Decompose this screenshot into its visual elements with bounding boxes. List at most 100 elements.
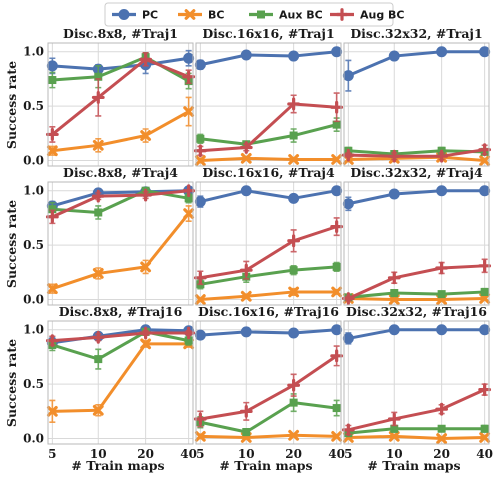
data-point-aug-bc [45,210,59,224]
data-point-aux-bc [437,424,446,433]
series-pc [194,324,343,341]
x-tick-label: 20 [433,447,450,461]
data-point-pc [240,326,252,338]
series-line-aux-bc [51,330,189,361]
data-point-pc [342,332,354,344]
data-point-aux-bc [184,194,193,203]
subplot-5: Disc.16x16, #Traj4 [193,165,344,306]
data-point-pc [194,196,206,208]
subplot-1: Disc.8x8, #Traj1 0.0 0.5 1.0 [23,26,196,168]
legend-label-pc: PC [142,9,158,22]
data-point-pc [479,185,491,197]
subplot-7: Disc.8x8, #Traj16 0.0 0.5 1.0 5 10 20 40 [23,304,197,461]
data-point-pc [479,324,491,336]
series-line-aug-bc [51,57,190,136]
data-point-aug-bc [139,326,153,340]
subplot-4: Disc.8x8, #Traj4 0.0 0.5 1.0 [23,165,196,307]
series-pc [194,185,343,208]
data-point-bc [388,430,400,442]
series-bc [194,286,343,305]
data-point-aug-bc [330,349,344,363]
data-point-pc [331,46,343,58]
series-line-aux-bc [200,401,337,434]
data-point-aug-bc [387,412,401,426]
data-point-aux-bc [184,336,193,345]
plot-frame [47,42,194,167]
subplot-6: Disc.32x32, #Traj4 [341,165,492,306]
x-tick-label: 40 [476,447,493,461]
data-point-bc [240,290,252,302]
series-line-aug-bc [348,388,486,432]
data-point-bc [240,152,252,164]
data-point-pc [183,52,195,64]
y-tick-label: 0.0 [23,432,44,446]
data-point-aug-bc [193,144,207,158]
data-point-aug-bc [287,234,301,248]
x-axis-label-col-3: # Train maps [367,458,460,473]
data-point-pc [342,198,354,210]
data-point-aux-bc [94,208,103,217]
data-point-aug-bc [330,220,344,234]
data-point-aux-bc [289,131,298,140]
series-pc [46,185,195,212]
data-point-aug-bc [287,378,301,392]
data-point-bc [331,154,343,165]
data-point-aug-bc [193,271,207,285]
x-tick-label: 10 [238,447,255,461]
series-line-bc [348,155,485,163]
data-point-pc [436,324,448,336]
data-point-aug-bc [387,271,401,285]
data-point-aug-bc [435,149,449,163]
series-line-pc [51,189,189,208]
subplot-9: Disc.32x32, #Traj16 5 10 20 40 [341,304,493,461]
data-point-aux-bc [196,134,205,143]
y-axis-label-row-3: Success rate [4,339,19,427]
data-point-aug-bc [239,263,253,277]
data-point-aug-bc [45,128,59,141]
y-tick-label: 0.5 [23,238,44,252]
series-line-bc [52,110,190,153]
data-point-aux-bc [48,205,57,214]
series-line-bc [52,342,189,413]
legend-label-aug-bc: Aug BC [360,9,405,22]
plot-frame [343,320,490,445]
series-pc [342,185,491,212]
data-point-pc [288,50,300,62]
data-point-aug-bc [91,330,105,344]
subplot-title: Disc.8x8, #Traj4 [63,165,178,180]
series-line-aux-bc [348,290,485,299]
data-point-aug-bc [478,143,492,157]
series-bc [46,338,195,424]
data-point-aug-bc [182,326,196,340]
data-point-pc [194,59,206,71]
data-point-aug-bc [341,423,355,437]
series-aug-bc [193,92,344,158]
plot-frame [343,42,490,167]
data-point-aug-bc [139,188,153,202]
series-line-aug-bc [200,102,337,153]
series-pc [342,324,491,345]
series-aug-bc [341,383,492,437]
series-line-pc [200,328,337,337]
data-point-bc [140,130,152,141]
subplot-title: Disc.32x32, #Traj16 [346,304,487,319]
data-point-bc [194,294,206,305]
series-line-bc [51,212,190,291]
series-line-aux-bc [52,189,189,214]
data-point-aug-bc [330,100,344,114]
data-point-pc [436,185,448,197]
data-point-bc [46,283,58,295]
data-point-bc [479,155,491,166]
series-line-bc [200,433,337,439]
x-tick-label: 10 [386,447,403,461]
legend-marker-pc [118,9,130,20]
data-point-bc [288,429,300,441]
series-bc [46,205,195,295]
data-point-pc [288,327,300,339]
x-tick-label: 5 [196,447,204,461]
subplot-title: Disc.8x8, #Traj1 [63,26,178,41]
data-point-aux-bc [390,289,399,298]
data-point-bc [288,154,300,165]
data-point-pc [388,188,400,200]
